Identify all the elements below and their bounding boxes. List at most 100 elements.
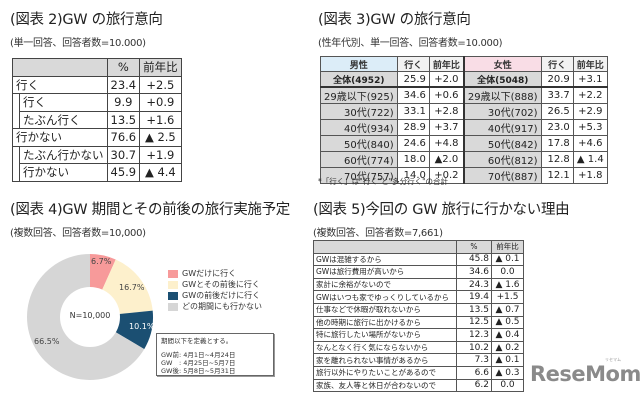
slice-label-gw-only: 6.7%: [91, 257, 112, 266]
male-label: 40代(934): [320, 119, 398, 137]
male-go: 14.0: [396, 167, 430, 185]
row-yoy: +1.6: [139, 110, 182, 129]
row-percent: 13.5: [106, 110, 141, 129]
reason-yoy: +1.5: [491, 290, 524, 304]
female-yoy: +5.3: [572, 119, 608, 137]
reason-percent: 6.2: [456, 378, 492, 393]
header-yoy: 前年比: [428, 55, 465, 73]
male-label: 50代(840): [320, 135, 398, 153]
male-label: 70代(757): [320, 167, 398, 185]
gender-age-table: 男性 行く 前年比 女性 行く 前年比 全体(4952) 25.9 +2.0 全…: [320, 55, 608, 185]
legend-swatch-cream: [168, 280, 178, 289]
reason-label: 家族、友人等と休日が合わないので: [313, 378, 457, 393]
row-percent: 76.6: [106, 128, 141, 147]
row-yoy: ▲ 2.5: [139, 128, 182, 147]
table-row: GWは混雑するから 45.8 ▲ 0.1: [313, 252, 524, 267]
reason-percent: 12.5: [456, 315, 492, 330]
period-definition-box: 期間以下を定義とする。 GW前: 4月1日~4月24日 GW : 4月25日~5…: [156, 333, 274, 376]
indent-cell: [12, 163, 20, 182]
header-yoy: 前年比: [139, 58, 182, 77]
figure-3-panel: (図表 3)GW の旅行意向 (性年代別、単一回答、回答者数=10.000) 男…: [318, 8, 608, 185]
indent-cell: [12, 93, 20, 111]
reason-label: 特に旅行したい場所がないから: [313, 328, 457, 342]
female-go: 12.1: [540, 167, 574, 185]
female-yoy: ▲ 1.4: [572, 151, 608, 169]
indent-cell: [12, 146, 20, 164]
figure-3-title: (図表 3)GW の旅行意向: [318, 12, 471, 28]
reason-percent: 13.5: [456, 302, 492, 317]
male-go: 24.6: [396, 135, 430, 153]
reason-label: 仕事などで休暇が取れないから: [313, 302, 457, 317]
male-yoy: +2.0: [428, 71, 465, 88]
table-row: 家を離れられない事情があるから 7.3 ▲ 0.1: [313, 353, 524, 367]
header-yoy: 前年比: [572, 55, 608, 73]
header-percent: %: [456, 240, 492, 254]
reason-label: GWはいつも家でゆっくりしているから: [313, 290, 457, 304]
reason-label: なんとなく行く気にならないから: [313, 340, 457, 355]
figure-5-panel: (図表 5)今回の GW 旅行に行かない理由 (複数回答、回答者数=7,661): [313, 198, 570, 239]
figure-5-title: (図表 5)今回の GW 旅行に行かない理由: [313, 202, 570, 218]
donut-hole: [60, 287, 120, 347]
definition-heading: 期間以下を定義とする。: [161, 337, 233, 345]
indent-cell: [12, 111, 20, 129]
table-row: 全体(4952) 25.9 +2.0 全体(5048) 20.9 +3.1: [320, 71, 608, 88]
row-percent: 30.7: [106, 145, 141, 164]
row-label: 行く: [19, 93, 108, 112]
female-label: 全体(5048): [462, 71, 542, 88]
table-row: 30代(722) 33.1 +2.8 30代(702) 26.5 +2.9: [320, 103, 608, 121]
female-label: 70代(887): [462, 167, 542, 185]
table-row: たぶん行く 13.5 +1.6: [12, 110, 182, 129]
legend-swatch-gray: [168, 302, 178, 311]
reason-percent: 19.4: [456, 290, 492, 304]
legend-label: GWとその前後に行く: [182, 280, 260, 289]
legend-label: GWの前後だけに行く: [182, 291, 261, 300]
reason-percent: 6.6: [456, 365, 492, 380]
table-row: 40代(934) 28.9 +3.7 40代(917) 23.0 +5.3: [320, 119, 608, 137]
legend-item: GWの前後だけに行く: [168, 290, 262, 301]
reason-percent: 12.3: [456, 328, 492, 342]
male-yoy: +2.8: [428, 103, 465, 121]
female-label: 60代(812): [462, 151, 542, 169]
table-row: たぶん行かない 30.7 +1.9: [12, 145, 182, 164]
table-header-row: 男性 行く 前年比 女性 行く 前年比: [320, 55, 608, 73]
reason-yoy: 0.0: [491, 378, 524, 393]
header-blank: [12, 58, 108, 77]
female-label: 30代(702): [462, 103, 542, 121]
header-male: 男性: [320, 55, 398, 73]
female-label: 50代(842): [462, 135, 542, 153]
legend-label: GWだけに行く: [182, 269, 237, 278]
female-go: 20.9: [540, 71, 574, 88]
legend-item: GWとその前後に行く: [168, 279, 262, 290]
reason-yoy: ▲ 0.5: [491, 315, 524, 330]
female-yoy: +1.8: [572, 167, 608, 185]
reason-yoy: ▲ 1.6: [491, 277, 524, 292]
female-go: 33.7: [540, 86, 574, 105]
table-row: 70代(757) 14.0 +0.2 70代(887) 12.1 +1.8: [320, 167, 608, 185]
definition-line: GW : 4月25日~5月7日: [161, 359, 236, 367]
female-yoy: +2.2: [572, 86, 608, 105]
female-label: 40代(917): [462, 119, 542, 137]
definition-line: GW後: 5月8日~5月31日: [161, 367, 236, 375]
male-label: 60代(774): [320, 151, 398, 169]
travel-plan-donut-chart: [27, 254, 153, 380]
figure-2-panel: (図表 2)GW の旅行意向 (単一回答、回答者数=10.000) % 前年比 …: [10, 8, 182, 182]
table-row: GWは旅行費用が高いから 34.6 0.0: [313, 265, 524, 279]
male-go: 25.9: [396, 71, 430, 88]
figure-4-subtitle: (複数回答、回答者数=10,000): [10, 228, 146, 239]
table-row: 家族、友人等と休日が合わないので 6.2 0.0: [313, 378, 524, 393]
row-yoy: ▲ 4.4: [139, 163, 182, 182]
table-row: 家計に余裕がないので 24.3 ▲ 1.6: [313, 277, 524, 292]
row-percent: 9.9: [106, 93, 141, 112]
reason-yoy: ▲ 0.7: [491, 302, 524, 317]
row-label: たぶん行く: [19, 110, 108, 129]
table-row: 行く 23.4 +2.5: [12, 75, 182, 94]
reason-percent: 7.3: [456, 353, 492, 367]
legend-label: どの期間にも行かない: [182, 302, 262, 311]
row-percent: 23.4: [106, 75, 141, 94]
reason-label: 他の時期に旅行に出かけるから: [313, 315, 457, 330]
male-go: 18.0: [396, 151, 430, 169]
female-go: 26.5: [540, 103, 574, 121]
row-label: 行かない: [19, 163, 108, 182]
table-row: GWはいつも家でゆっくりしているから 19.4 +1.5: [313, 290, 524, 304]
male-yoy: +3.7: [428, 119, 465, 137]
